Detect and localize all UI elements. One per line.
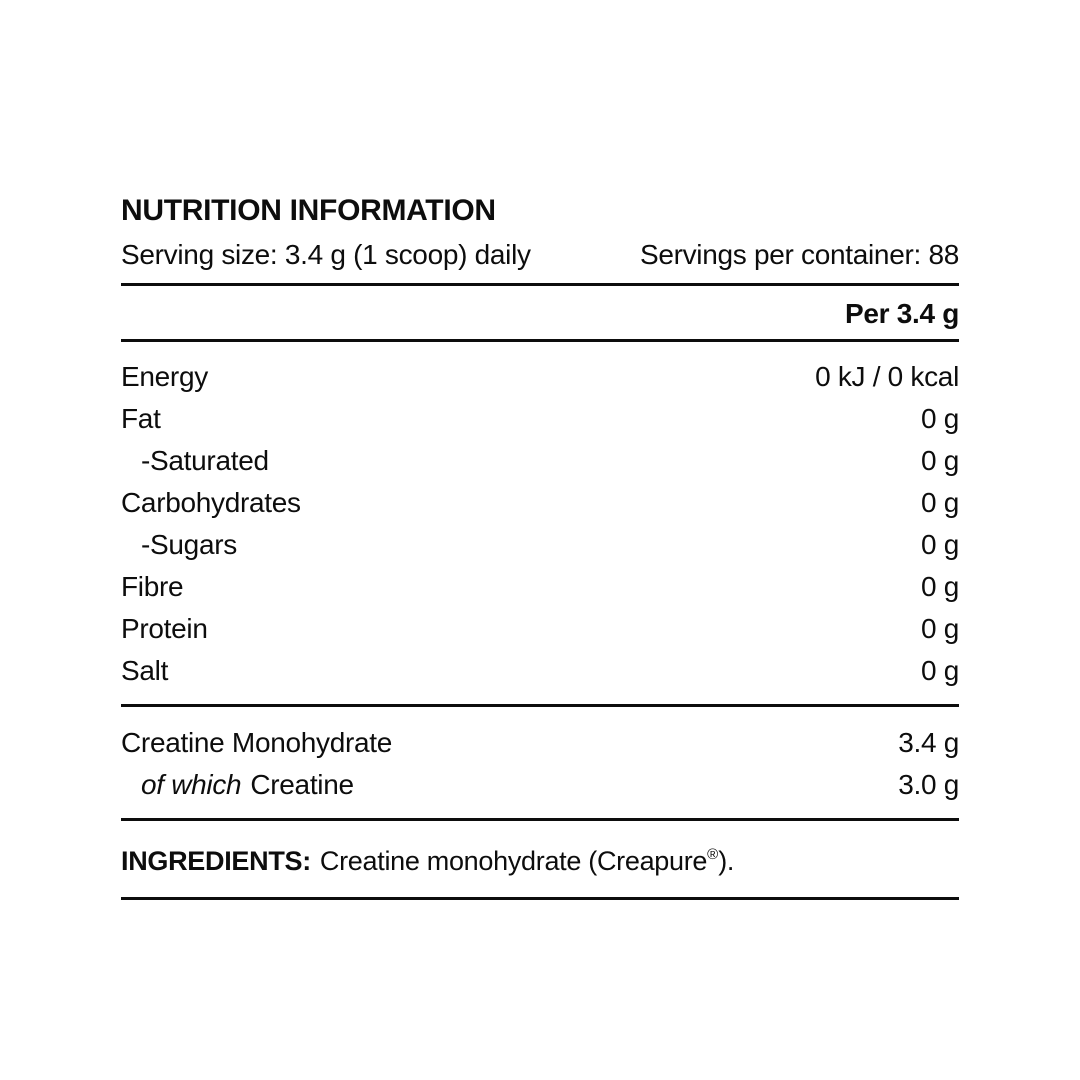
registered-trademark-symbol: ® [707,846,719,863]
nutrient-name: Carbohydrates [121,487,301,518]
nutrient-name: Fibre [121,571,184,602]
ingredients-text: Creatine monohydrate (Creapure®). [320,846,734,876]
ingredients-line: INGREDIENTS: Creatine monohydrate (Creapu… [121,846,959,877]
nutrition-panel: NUTRITION INFORMATION Serving size: 3.4 … [121,0,959,1080]
table-row-of-which-creatine: of which Creatine 3.0 g [121,764,959,806]
ingredients-label: INGREDIENTS: [121,846,311,876]
nutrient-value: 0 g [920,655,959,686]
nutrient-value: 0 g [920,403,959,434]
nutrient-name: -Sugars [141,529,237,560]
active-value: 3.4 g [898,727,959,758]
table-row-carbohydrates: Carbohydrates 0 g [121,482,959,524]
of-which-italic-text: of which [141,769,242,800]
ingredients-text-before-reg: Creatine monohydrate (Creapure [319,846,708,876]
servings-per-container-text: Servings per container: 88 [639,239,959,270]
column-header-per-serving: Per 3.4 g [844,298,959,329]
divider-header [121,339,959,342]
table-row-protein: Protein 0 g [121,608,959,650]
table-row-fat: Fat 0 g [121,398,959,440]
nutrient-value: 0 g [920,613,959,644]
table-row-energy: Energy 0 kJ / 0 kcal [121,356,959,398]
serving-info-row: Serving size: 3.4 g (1 scoop) daily Serv… [121,239,959,271]
nutrient-value: 0 g [920,571,959,602]
table-row-fibre: Fibre 0 g [121,566,959,608]
creatine-text: Creatine [250,769,354,800]
nutrient-table: Energy 0 kJ / 0 kcal Fat 0 g -Saturated … [121,356,959,692]
nutrient-name: Energy [121,361,208,392]
nutrient-name: Salt [121,655,169,686]
active-value: 3.0 g [898,769,959,800]
divider-bottom [121,897,959,900]
active-name: of which Creatine [121,769,354,801]
table-row-creatine-monohydrate: Creatine Monohydrate 3.4 g [121,722,959,764]
table-row-salt: Salt 0 g [121,650,959,692]
divider-nutrients-actives [121,704,959,707]
nutrient-value: 0 g [920,529,959,560]
divider-top [121,283,959,286]
nutrient-value: 0 kJ / 0 kcal [815,361,959,392]
nutrient-name: -Saturated [141,445,269,476]
page-title: NUTRITION INFORMATION [121,194,496,227]
nutrient-value: 0 g [920,445,959,476]
serving-size-text: Serving size: 3.4 g (1 scoop) daily [121,239,531,270]
nutrient-value: 0 g [920,487,959,518]
table-row-sugars: -Sugars 0 g [121,524,959,566]
divider-actives-ingredients [121,818,959,821]
actives-table: Creatine Monohydrate 3.4 g of which Creat… [121,722,959,806]
nutrient-name: Protein [121,613,208,644]
nutrient-name: Fat [121,403,161,434]
ingredients-text-after-reg: ). [718,846,735,876]
table-row-saturated: -Saturated 0 g [121,440,959,482]
active-name: Creatine Monohydrate [121,727,393,758]
